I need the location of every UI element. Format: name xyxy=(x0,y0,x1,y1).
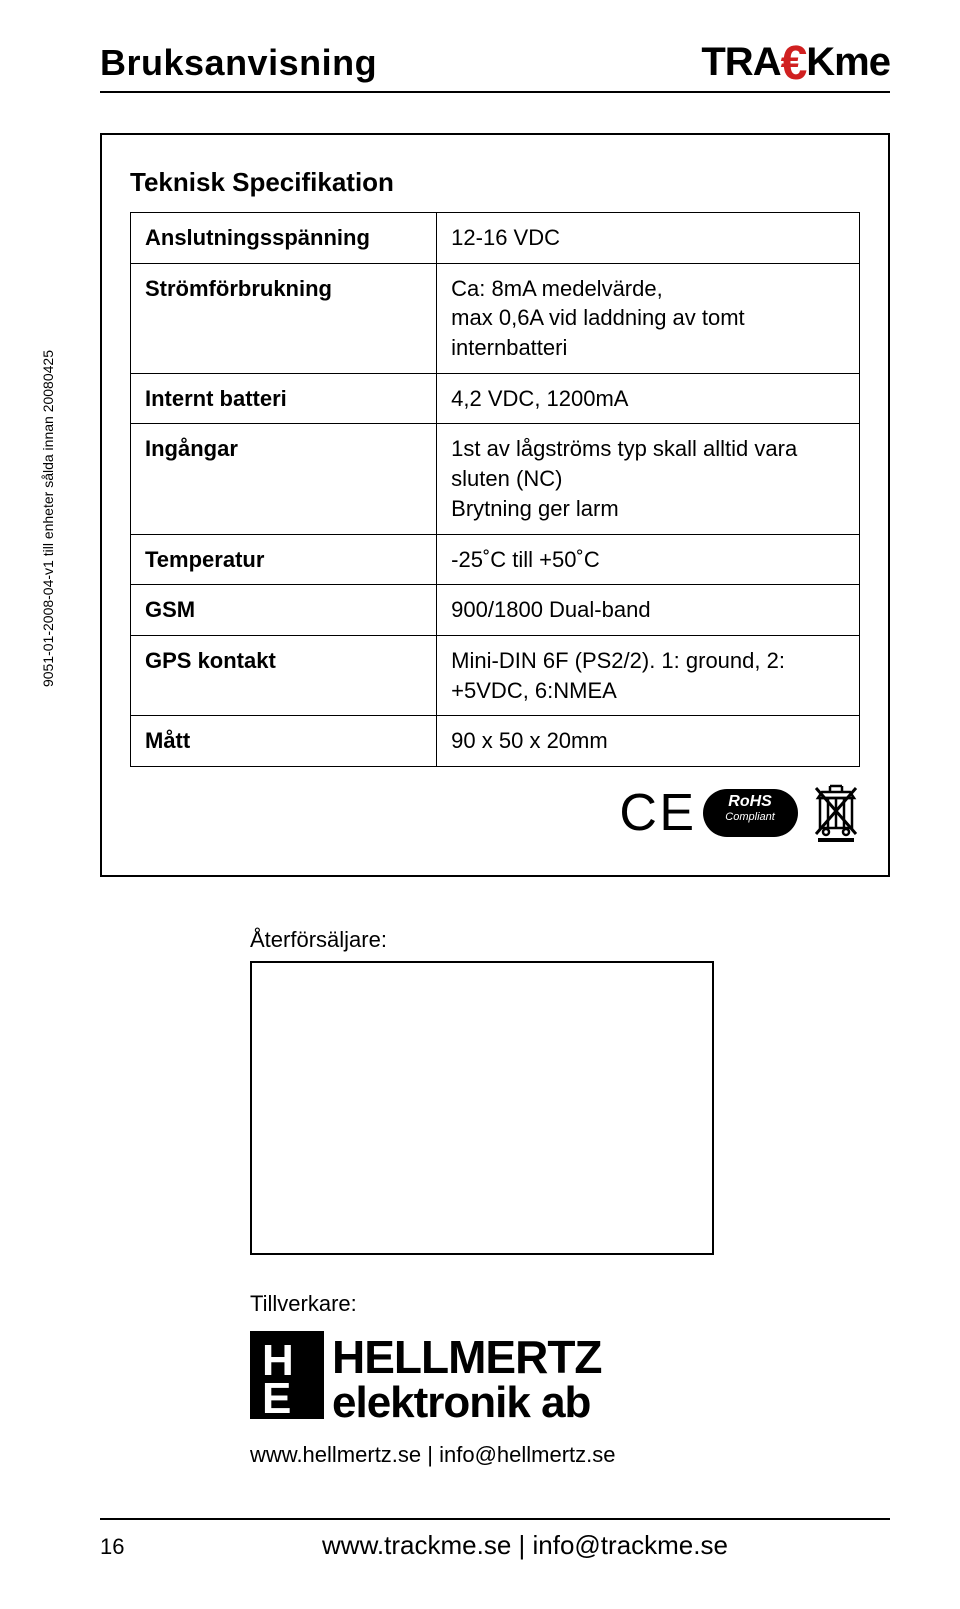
spec-label: Temperatur xyxy=(131,534,437,585)
table-row: Temperatur-25˚C till +50˚C xyxy=(131,534,860,585)
spec-label: Ingångar xyxy=(131,424,437,534)
spec-label: GSM xyxy=(131,585,437,636)
page-title: Bruksanvisning xyxy=(100,42,377,84)
reseller-box xyxy=(250,961,714,1255)
rohs-line1: RoHS xyxy=(703,793,798,811)
manufacturer-contact: www.hellmertz.se | info@hellmertz.se xyxy=(250,1442,890,1468)
rohs-line2: Compliant xyxy=(703,811,798,823)
hellmertz-logo: H E HELLMERTZ elektronik ab xyxy=(250,1325,890,1430)
spec-label: Strömförbrukning xyxy=(131,263,437,373)
spec-value: 900/1800 Dual-band xyxy=(437,585,860,636)
hellmertz-line1: HELLMERTZ xyxy=(332,1331,602,1383)
reseller-label: Återförsäljare: xyxy=(250,927,890,953)
spec-value: -25˚C till +50˚C xyxy=(437,534,860,585)
spec-value: Mini-DIN 6F (PS2/2). 1: ground, 2: +5VDC… xyxy=(437,635,860,715)
spec-label: Mått xyxy=(131,716,437,767)
spec-value: 12-16 VDC xyxy=(437,213,860,264)
page-number: 16 xyxy=(100,1534,160,1560)
ce-mark-icon: C E xyxy=(619,783,688,843)
table-row: StrömförbrukningCa: 8mA medelvärde, max … xyxy=(131,263,860,373)
table-row: GPS kontaktMini-DIN 6F (PS2/2). 1: groun… xyxy=(131,635,860,715)
brand-c-icon: € xyxy=(781,45,807,83)
brand-text-before: TRA xyxy=(701,40,780,85)
header-bar: Bruksanvisning TRA€Kme xyxy=(100,40,890,93)
side-version-note: 9051-01-2008-04-v1 till enheter sålda in… xyxy=(40,350,56,850)
table-row: Internt batteri4,2 VDC, 1200mA xyxy=(131,373,860,424)
table-row: Mått90 x 50 x 20mm xyxy=(131,716,860,767)
svg-text:E: E xyxy=(262,1374,291,1423)
rohs-badge-icon: RoHS Compliant xyxy=(703,789,798,837)
brand-logo: TRA€Kme xyxy=(701,40,890,85)
spec-label: GPS kontakt xyxy=(131,635,437,715)
manufacturer-label: Tillverkare: xyxy=(250,1291,890,1317)
spec-value: Ca: 8mA medelvärde, max 0,6A vid laddnin… xyxy=(437,263,860,373)
table-row: Anslutningsspänning12-16 VDC xyxy=(131,213,860,264)
spec-label: Internt batteri xyxy=(131,373,437,424)
spec-heading: Teknisk Specifikation xyxy=(130,167,860,198)
spec-value: 90 x 50 x 20mm xyxy=(437,716,860,767)
spec-value: 1st av lågströms typ skall alltid vara s… xyxy=(437,424,860,534)
weee-bin-icon xyxy=(812,784,860,842)
spec-value: 4,2 VDC, 1200mA xyxy=(437,373,860,424)
table-row: GSM900/1800 Dual-band xyxy=(131,585,860,636)
spec-label: Anslutningsspänning xyxy=(131,213,437,264)
spec-table: Anslutningsspänning12-16 VDC Strömförbru… xyxy=(130,212,860,767)
hellmertz-line2: elektronik ab xyxy=(332,1378,591,1425)
compliance-row: C E RoHS Compliant xyxy=(130,783,860,843)
table-row: Ingångar1st av lågströms typ skall allti… xyxy=(131,424,860,534)
spec-container: Teknisk Specifikation Anslutningsspännin… xyxy=(100,133,890,877)
brand-text-after: Kme xyxy=(806,40,890,85)
footer-contact: www.trackme.se | info@trackme.se xyxy=(160,1530,890,1561)
footer-bar: 16 www.trackme.se | info@trackme.se xyxy=(100,1518,890,1561)
